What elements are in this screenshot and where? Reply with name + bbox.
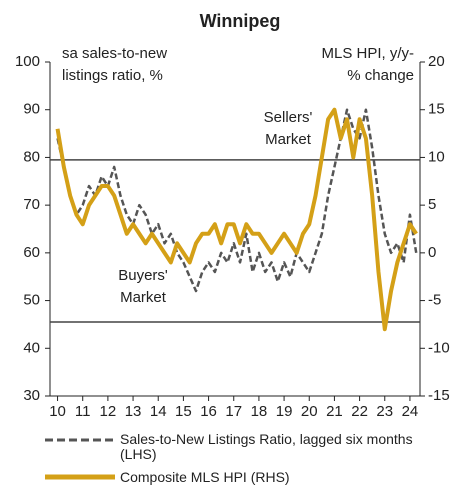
y-tick-label: 100: [15, 53, 40, 70]
y-tick-label: 40: [23, 339, 40, 356]
annotation: listings ratio, %: [62, 67, 163, 84]
y2-tick-label: -15: [428, 387, 450, 404]
x-tick-label: 22: [351, 403, 368, 420]
x-tick-label: 15: [175, 403, 192, 420]
annotation: sa sales-to-new: [62, 45, 167, 62]
annotation: Sellers': [264, 109, 313, 126]
x-tick-label: 23: [376, 403, 393, 420]
x-tick-label: 16: [200, 403, 217, 420]
series-line: [56, 108, 418, 293]
y-tick-label: 70: [23, 196, 40, 213]
annotation: MLS HPI, y/y-: [321, 45, 414, 62]
x-tick-label: 19: [276, 403, 293, 420]
annotation: % change: [347, 67, 414, 84]
y-tick-label: 60: [23, 244, 40, 261]
y-tick-label: 80: [23, 148, 40, 165]
series-line: [55, 107, 418, 332]
x-tick-label: 21: [326, 403, 343, 420]
y-tick-label: 50: [23, 292, 40, 309]
x-tick-label: 17: [225, 403, 242, 420]
x-tick-label: 11: [75, 403, 91, 420]
y2-tick-label: -5: [428, 292, 441, 309]
annotation: Market: [265, 131, 312, 148]
y2-tick-label: 20: [428, 53, 445, 70]
y2-tick-label: 10: [428, 148, 445, 165]
x-tick-label: 24: [402, 403, 419, 420]
y2-tick-label: 5: [428, 196, 436, 213]
x-tick-label: 20: [301, 403, 318, 420]
x-tick-label: 18: [251, 403, 268, 420]
y2-tick-label: -10: [428, 339, 450, 356]
chart-title: Winnipeg: [200, 11, 281, 31]
y2-tick-label: 15: [428, 101, 445, 118]
y-tick-label: 90: [23, 101, 40, 118]
y2-tick-label: 0: [428, 244, 436, 261]
y-tick-label: 30: [23, 387, 40, 404]
x-tick-label: 12: [100, 403, 117, 420]
x-tick-label: 10: [49, 403, 66, 420]
legend-label: Sales-to-New Listings Ratio, lagged six …: [120, 431, 413, 462]
x-tick-label: 13: [125, 403, 142, 420]
legend-label: Composite MLS HPI (RHS): [120, 469, 290, 485]
x-tick-label: 14: [150, 403, 167, 420]
annotation: Market: [120, 289, 167, 306]
annotation: Buyers': [118, 267, 168, 284]
